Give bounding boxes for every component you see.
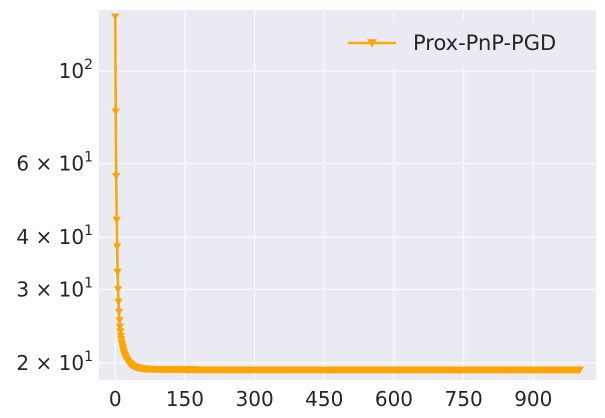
y-axis: 102 6 × 101 4 × 101 3 × 101 2 × 101 — [16, 57, 93, 375]
data-point-marker — [111, 108, 120, 116]
data-point-marker — [114, 308, 124, 316]
legend-marker-triangle-down — [367, 39, 377, 48]
y-tick-label: 102 — [59, 57, 93, 83]
data-point-marker — [115, 323, 125, 331]
x-axis: 0 150 300 450 600 750 900 — [109, 387, 552, 411]
y-tick-label: 3 × 101 — [16, 275, 93, 301]
data-point-marker — [575, 366, 584, 374]
x-tick-label: 0 — [109, 387, 122, 411]
data-point-marker — [112, 243, 122, 251]
legend: Prox-PnP-PGD — [334, 21, 586, 69]
plot-background — [99, 10, 596, 380]
data-point-marker — [113, 286, 123, 294]
data-point-marker — [116, 328, 125, 336]
x-tick-label: 750 — [445, 387, 483, 411]
x-tick-label: 600 — [375, 387, 413, 411]
x-tick-label: 150 — [166, 387, 204, 411]
y-tick-label: 4 × 101 — [16, 223, 93, 249]
x-tick-label: 900 — [514, 387, 552, 411]
data-point-marker — [112, 216, 121, 224]
data-point-marker — [115, 317, 124, 325]
legend-label: Prox-PnP-PGD — [413, 31, 556, 55]
data-point-marker — [114, 298, 123, 306]
y-tick-label: 2 × 101 — [16, 349, 93, 375]
series-layer — [111, 13, 584, 374]
x-tick-label: 450 — [305, 387, 343, 411]
y-tick-label: 6 × 101 — [16, 150, 93, 176]
grid — [99, 10, 596, 380]
x-tick-label: 300 — [236, 387, 274, 411]
legend-box — [334, 21, 586, 69]
data-point-marker — [111, 173, 121, 180]
data-point-marker — [111, 13, 120, 21]
data-point-marker — [113, 268, 122, 276]
